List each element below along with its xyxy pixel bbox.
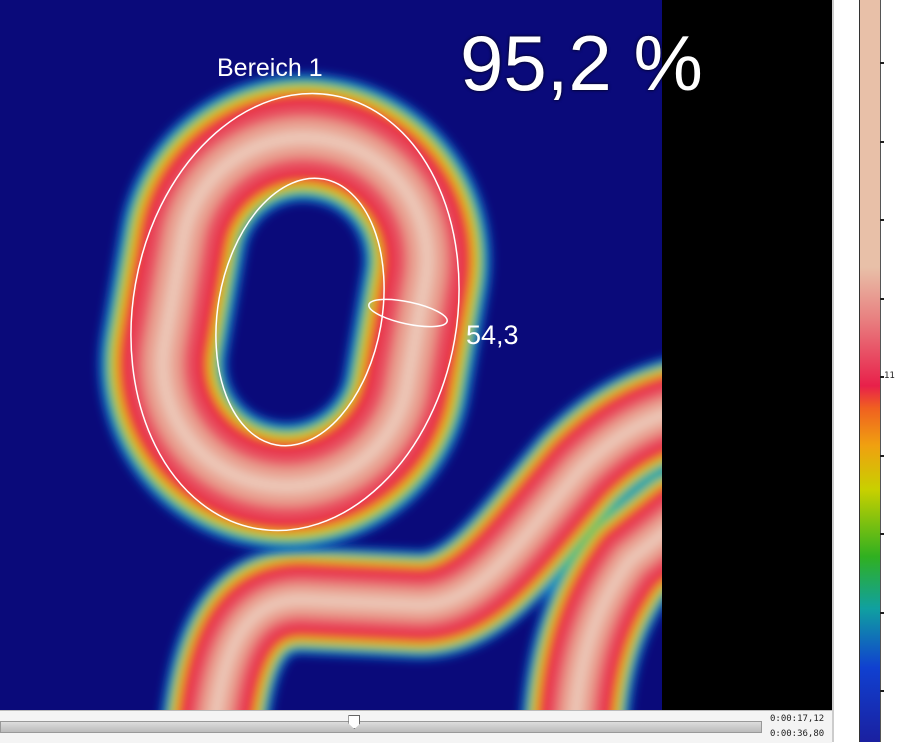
measurement-area-inner-outline — [215, 177, 385, 447]
thermal-image — [0, 0, 662, 710]
scale-tick — [880, 62, 884, 64]
scale-tick — [880, 533, 884, 535]
scale-tick — [880, 219, 884, 221]
color-scale-panel: 11 — [832, 0, 900, 742]
total-time: 0:00:36,80 — [770, 729, 825, 739]
thermal-image-view: Bereich 1 95,2 % 54,3 — [0, 0, 832, 710]
measurement-area-outline — [130, 92, 460, 532]
area-percentage: 95,2 % — [460, 19, 703, 107]
scale-tick — [880, 298, 884, 300]
scale-tick — [880, 690, 884, 692]
spot-marker — [368, 298, 448, 328]
current-time: 0:00:17,12 — [770, 714, 825, 724]
scale-tick — [880, 455, 884, 457]
heat-layer — [210, 409, 662, 710]
spot-value: 54,3 — [466, 320, 519, 350]
heat-layer — [569, 526, 662, 710]
color-scale-bar — [859, 0, 881, 742]
timeline-slider[interactable] — [0, 721, 762, 733]
pipe-bends — [161, 358, 662, 710]
heat-layer — [155, 130, 435, 494]
area-label: Bereich 1 — [217, 54, 323, 82]
scale-tick — [880, 376, 884, 378]
scale-tick-label: 11 — [884, 371, 895, 381]
scale-tick — [880, 141, 884, 143]
playback-timeline: 0:00:17,12 0:00:36,80 — [0, 710, 832, 743]
scale-tick — [880, 612, 884, 614]
timeline-slider-thumb[interactable] — [348, 715, 361, 729]
chain-link — [98, 73, 492, 551]
